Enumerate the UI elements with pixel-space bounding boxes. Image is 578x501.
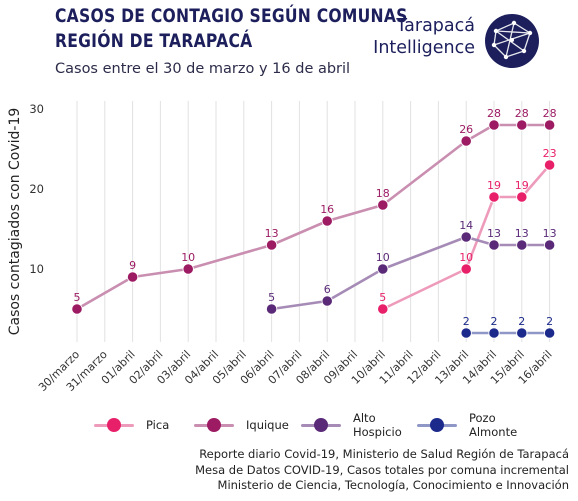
- data-label: 10: [376, 251, 390, 264]
- data-point: [516, 239, 528, 251]
- data-label: 28: [515, 107, 529, 120]
- y-tick-label: 10: [29, 262, 44, 276]
- data-point: [377, 303, 389, 315]
- legend: Pica Iquique Alto Hospicio Pozo Almonte: [90, 407, 570, 451]
- data-point: [516, 119, 528, 131]
- data-point: [321, 295, 333, 307]
- data-label: 26: [459, 123, 473, 136]
- data-label: 13: [265, 227, 279, 240]
- data-point: [488, 327, 500, 339]
- data-label: 16: [320, 203, 334, 216]
- data-label: 2: [463, 315, 470, 328]
- data-point: [543, 327, 556, 339]
- data-point: [488, 119, 500, 131]
- data-point: [488, 191, 500, 203]
- chart-title: CASOS DE CONTAGIO SEGÚN COMUNAS REGIÓN D…: [55, 4, 408, 54]
- y-axis-label: Casos contagiados con Covid-19: [7, 108, 23, 336]
- data-label: 14: [459, 219, 473, 232]
- data-point: [265, 303, 278, 315]
- chart-subtitle: Casos entre el 30 de marzo y 16 de abril: [55, 61, 351, 77]
- data-point: [460, 135, 472, 147]
- data-point: [460, 231, 472, 243]
- data-label: 5: [268, 291, 275, 304]
- series-line-1: [75, 123, 551, 311]
- data-point: [321, 215, 333, 227]
- data-label: 19: [487, 179, 501, 192]
- legend-swatch-iquique: [190, 415, 238, 435]
- legend-swatch-pozo-almonte: [413, 415, 461, 435]
- legend-item-pozo-almonte: Pozo Almonte: [413, 407, 517, 443]
- y-tick-label: 30: [29, 102, 44, 116]
- data-label: 6: [324, 283, 331, 296]
- legend-item-alto-hospicio: Alto Hospicio: [297, 407, 402, 443]
- brand-line-1: Tarapacá: [396, 16, 475, 36]
- data-point: [377, 263, 389, 275]
- data-point: [460, 327, 472, 339]
- data-label: 5: [379, 291, 386, 304]
- data-label: 2: [518, 315, 525, 328]
- data-point: [71, 303, 83, 315]
- data-label: 2: [491, 315, 498, 328]
- data-label: 13: [487, 227, 501, 240]
- title-line-1: CASOS DE CONTAGIO SEGÚN COMUNAS: [55, 5, 408, 27]
- data-point: [265, 239, 278, 251]
- data-point: [543, 119, 556, 131]
- legend-swatch-alto-hospicio: [297, 415, 345, 435]
- data-label: 23: [543, 147, 557, 160]
- source-line-2: Mesa de Datos COVID-19, Casos totales po…: [195, 462, 569, 477]
- data-label: 10: [181, 251, 195, 264]
- data-label: 9: [129, 259, 136, 272]
- brand-line-2: Intelligence: [373, 38, 475, 58]
- legend-label-iquique: Iquique: [246, 418, 289, 432]
- data-label: 10: [459, 251, 473, 264]
- title-line-2: REGIÓN DE TARAPACÁ: [55, 30, 253, 52]
- data-point: [488, 239, 500, 251]
- legend-item-pica: Pica: [90, 407, 169, 443]
- data-label: 19: [515, 179, 529, 192]
- data-label: 28: [487, 107, 501, 120]
- data-point: [516, 327, 528, 339]
- data-label: 28: [543, 107, 557, 120]
- data-point: [460, 263, 472, 275]
- data-label: 5: [74, 291, 81, 304]
- legend-item-iquique: Iquique: [190, 407, 289, 443]
- data-point: [377, 199, 389, 211]
- data-point: [543, 159, 556, 171]
- source-line-3: Ministerio de Ciencia, Tecnología, Conoc…: [217, 478, 569, 492]
- legend-label-pica: Pica: [146, 418, 170, 432]
- y-tick-label: 20: [29, 182, 44, 196]
- legend-label-pozo-almonte: Pozo Almonte: [469, 411, 518, 439]
- source-note: Reporte diario Covid-19, Ministerio de S…: [195, 447, 569, 494]
- data-point: [516, 191, 528, 203]
- data-point: [543, 239, 556, 251]
- source-line-1: Reporte diario Covid-19, Ministerio de S…: [199, 447, 569, 461]
- brand-name: Tarapacá Intelligence: [373, 15, 475, 59]
- globe-logo-icon: [485, 14, 539, 68]
- data-label: 13: [543, 227, 557, 240]
- legend-label-alto-hospicio: Alto Hospicio: [353, 411, 402, 439]
- legend-swatch-pica: [90, 415, 138, 435]
- data-point: [182, 263, 194, 275]
- data-label: 13: [515, 227, 529, 240]
- data-point: [127, 271, 139, 283]
- data-label: 18: [376, 187, 390, 200]
- data-label: 2: [546, 315, 553, 328]
